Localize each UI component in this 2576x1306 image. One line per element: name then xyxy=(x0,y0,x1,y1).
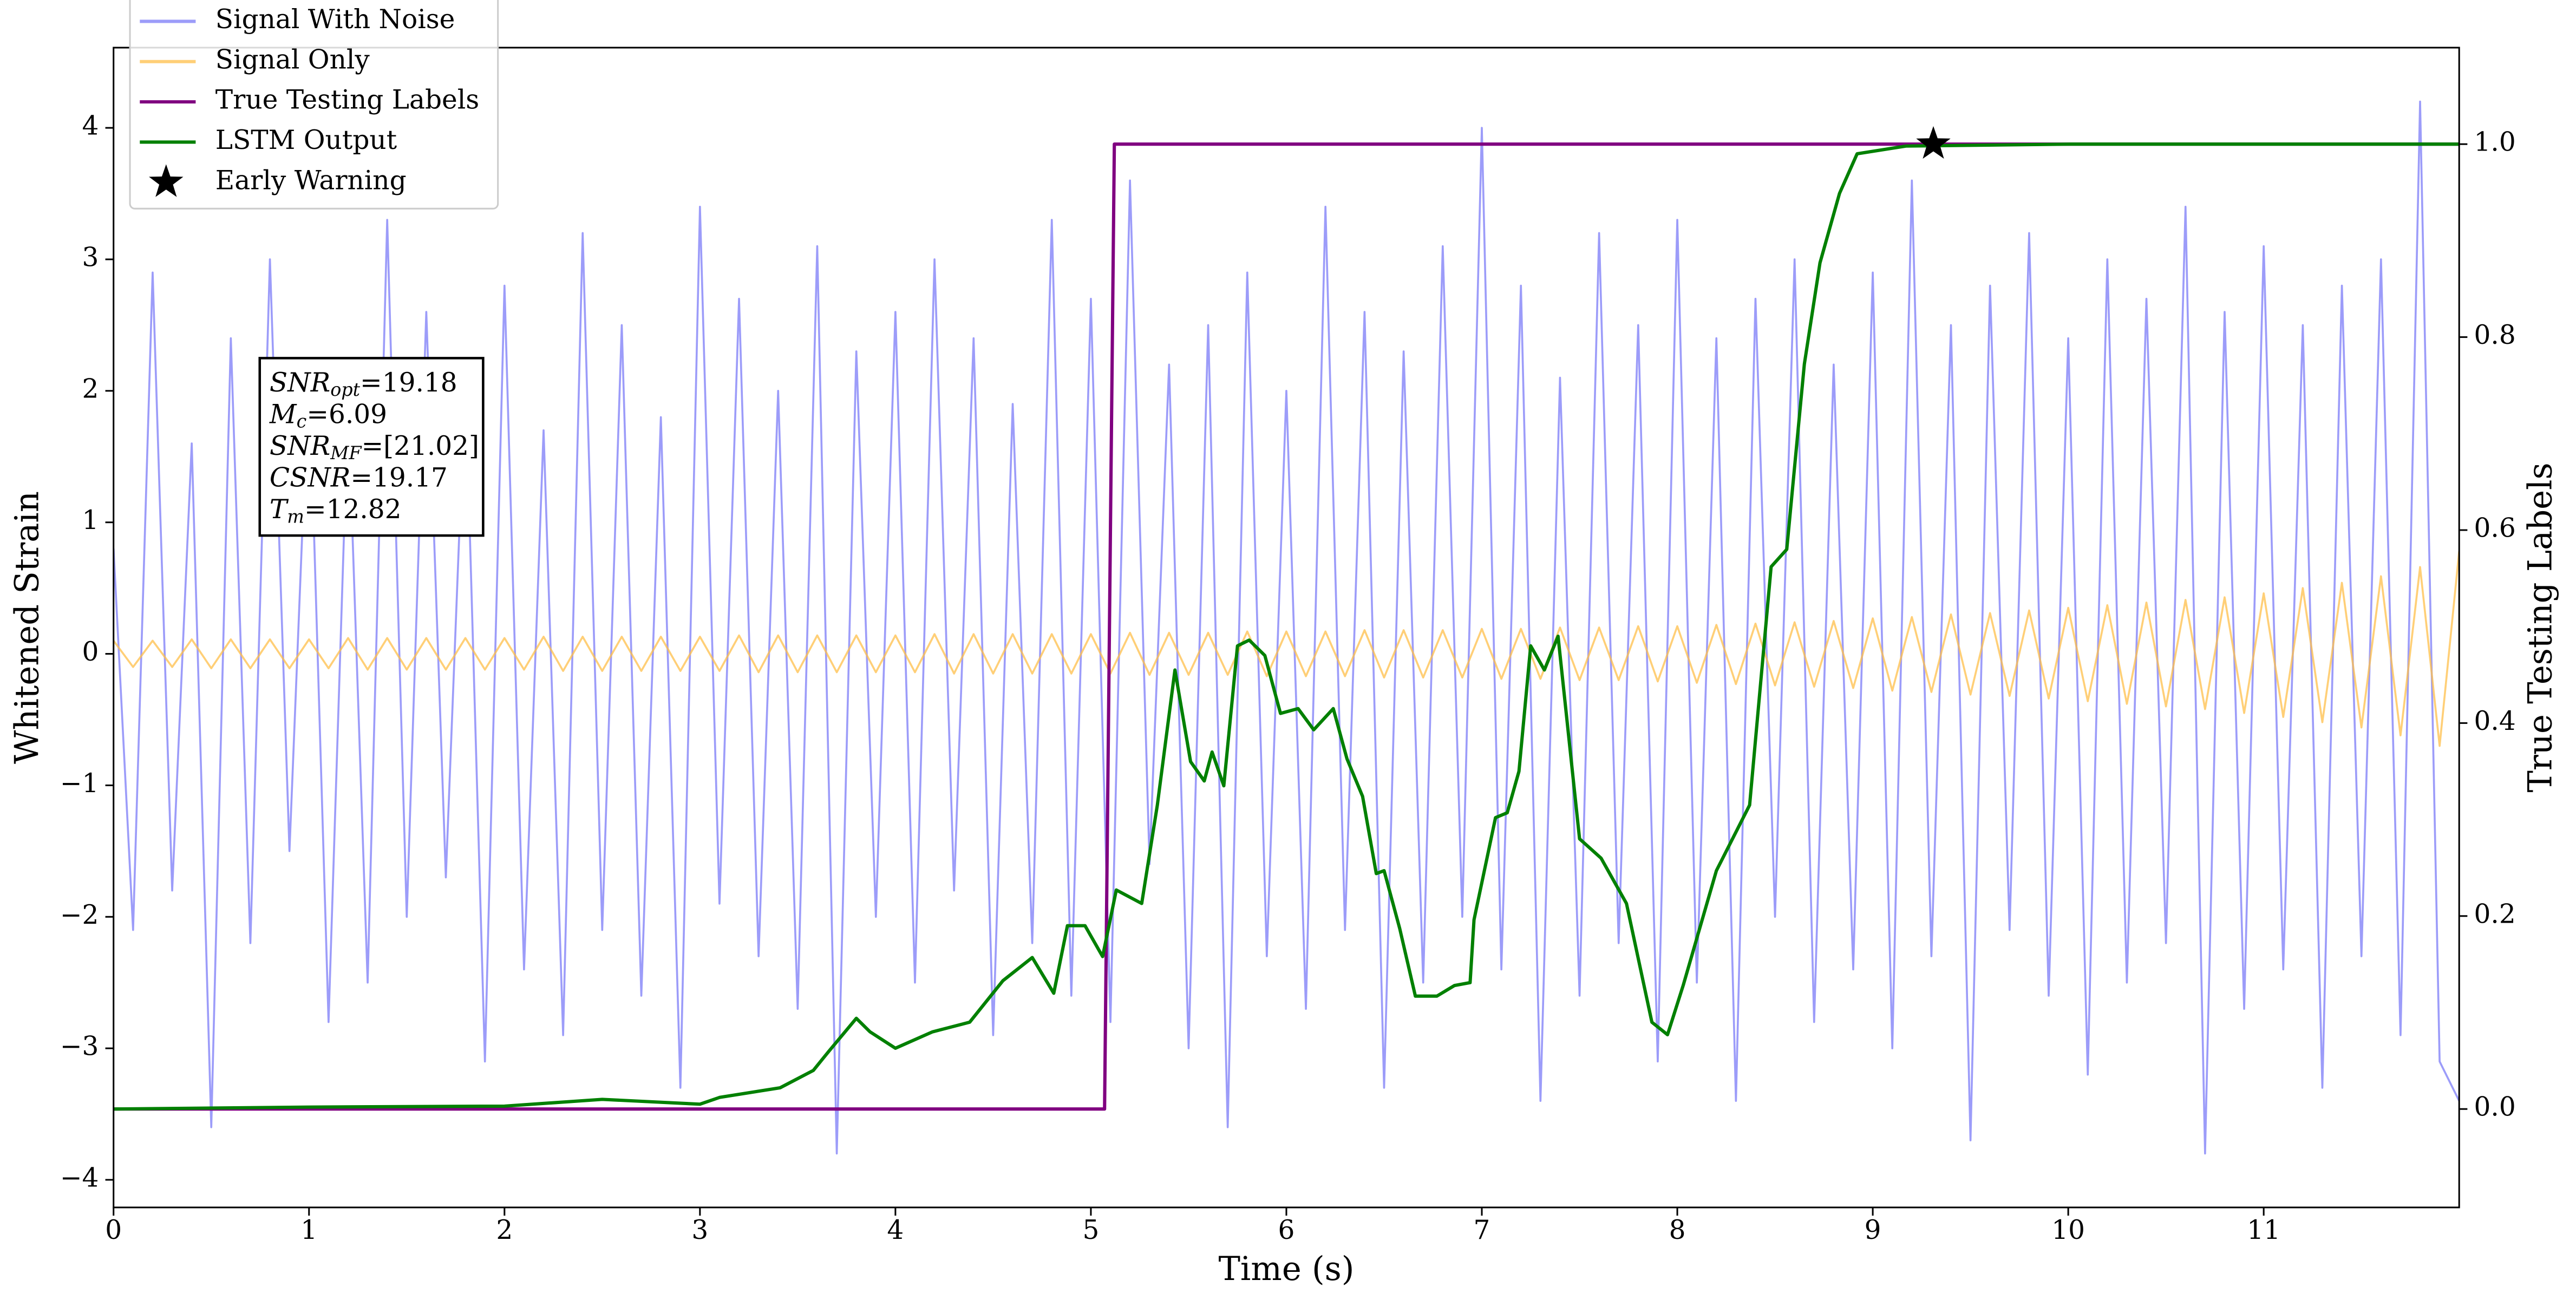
annotation-line: Mc=6.09 xyxy=(269,399,387,432)
x-tick-label: 1 xyxy=(300,1215,317,1245)
x-tick-label: 4 xyxy=(887,1215,904,1245)
y2-axis-label: True Testing Labels xyxy=(2522,462,2560,792)
annotation-subscript: m xyxy=(287,506,304,527)
series-line xyxy=(113,100,2460,1155)
legend-label: Signal Only xyxy=(215,44,370,75)
legend-label: Early Warning xyxy=(215,165,407,195)
y-axis-label: Whitened Strain xyxy=(9,491,47,764)
series-line xyxy=(113,142,2460,1111)
annotation-value: =19.17 xyxy=(350,462,448,493)
y2-tick-label: 0.6 xyxy=(2474,513,2516,543)
y-tick-label: −2 xyxy=(60,900,99,930)
x-tick-label: 7 xyxy=(1474,1215,1490,1245)
annotation-box xyxy=(258,357,485,537)
annotation-value: =19.18 xyxy=(360,367,457,397)
annotation-line: Tm=12.82 xyxy=(270,494,402,527)
x-tick-label: 5 xyxy=(1082,1215,1099,1245)
annotation-value: =12.82 xyxy=(304,494,402,525)
x-axis-label: Time (s) xyxy=(1218,1250,1354,1288)
early-warning-marker xyxy=(1916,126,1951,159)
legend-label: True Testing Labels xyxy=(215,85,479,115)
y2-tick-label: 0.0 xyxy=(2474,1092,2516,1122)
y2-tick-label: 0.8 xyxy=(2474,320,2516,350)
y-tick-label: −4 xyxy=(60,1163,99,1193)
x-tick-label: 10 xyxy=(2051,1215,2085,1245)
x-tick-label: 6 xyxy=(1278,1215,1295,1245)
annotation-line: SNRopt=19.18 xyxy=(270,367,457,400)
y-tick-label: 3 xyxy=(82,242,99,272)
annotation-subscript: MF xyxy=(330,442,362,463)
y-tick-label: −1 xyxy=(60,768,99,799)
series-line xyxy=(113,142,2460,1111)
annotation-value: =6.09 xyxy=(306,399,387,429)
y2-tick-label: 0.2 xyxy=(2474,899,2516,929)
annotation-value: =[21.02] xyxy=(362,431,479,461)
axes-frame xyxy=(113,47,2460,1209)
plot-area xyxy=(113,100,2460,1155)
y2-tick-label: 0.4 xyxy=(2474,706,2516,736)
annotation-symbol: T xyxy=(270,494,289,525)
annotation-subscript: c xyxy=(297,411,307,432)
legend-label: Signal With Noise xyxy=(215,4,455,35)
annotation-subscript: opt xyxy=(330,379,360,400)
x-tick-label: 11 xyxy=(2247,1215,2280,1245)
y-tick-label: 2 xyxy=(82,374,99,404)
y-tick-label: −3 xyxy=(60,1031,99,1062)
legend: Signal With Noise Signal Only True Testing… xyxy=(129,0,499,210)
legend-label: LSTM Output xyxy=(215,125,397,155)
y-tick-label: 0 xyxy=(82,637,99,667)
y-tick-label: 1 xyxy=(82,505,99,536)
x-tick-label: 8 xyxy=(1669,1215,1686,1245)
annotation-symbol: SNR xyxy=(270,367,330,397)
overlay: SNRopt=19.18Mc=6.09SNRMF=[21.02]CSNR=19.… xyxy=(129,0,499,537)
x-tick-label: 9 xyxy=(1865,1215,1881,1245)
x-tick-label: 3 xyxy=(691,1215,708,1245)
series-line xyxy=(113,551,2460,747)
y-tick-label: 4 xyxy=(82,111,99,141)
x-tick-label: 2 xyxy=(496,1215,513,1245)
annotation-symbol: SNR xyxy=(270,431,330,461)
y2-tick-label: 1.0 xyxy=(2474,127,2516,158)
annotation-line: CSNR=19.17 xyxy=(270,462,448,493)
annotation-line: SNRMF=[21.02] xyxy=(270,431,479,464)
legend-marker xyxy=(149,164,184,197)
annotation-symbol: M xyxy=(269,399,297,429)
annotation-symbol: CSNR xyxy=(270,462,350,493)
x-tick-label: 0 xyxy=(105,1215,122,1245)
legend-box xyxy=(129,0,499,210)
